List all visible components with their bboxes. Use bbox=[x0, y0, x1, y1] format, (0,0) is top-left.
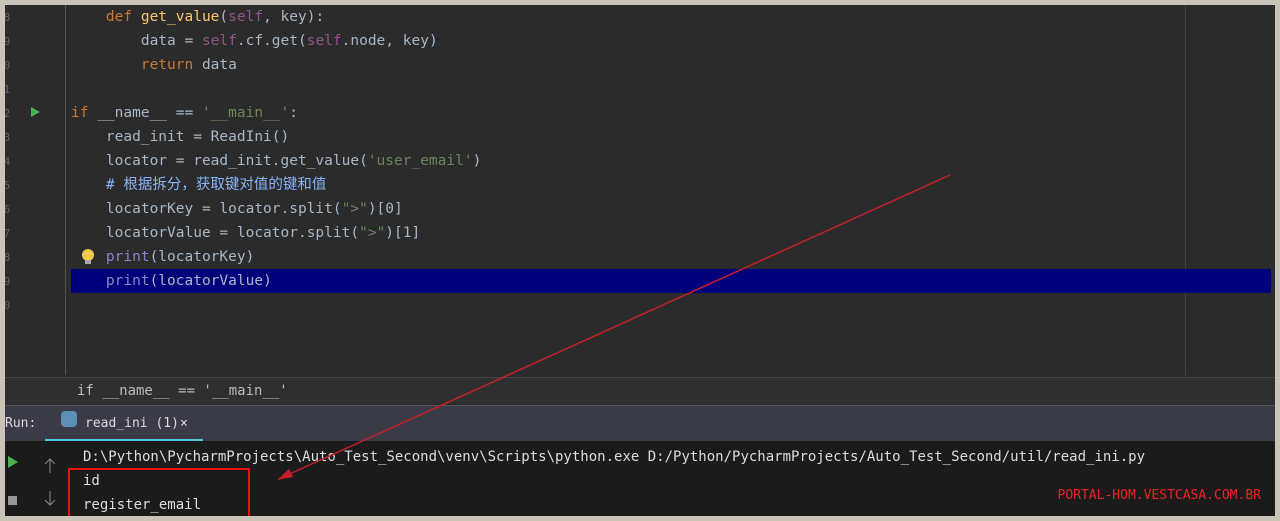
annotation-arrow bbox=[277, 174, 951, 480]
console-output: id bbox=[83, 473, 100, 489]
line-number: 31 bbox=[5, 83, 11, 96]
code-line: locatorKey = locator.split(">")[0] bbox=[71, 197, 1271, 221]
code-token: print bbox=[71, 249, 150, 265]
gutter: 28 29 30 31 32 33 34 35 36 37 38 39 40 bbox=[5, 5, 66, 375]
line-number: 36 bbox=[5, 203, 11, 216]
code-line: return data bbox=[71, 53, 1271, 77]
python-icon bbox=[61, 411, 77, 427]
run-tab[interactable]: read_ini (1) × bbox=[45, 406, 203, 442]
code-token: def bbox=[71, 9, 141, 25]
code-token: data bbox=[201, 57, 237, 73]
up-button[interactable] bbox=[44, 458, 55, 473]
line-number: 32 bbox=[5, 107, 11, 120]
run-toolbar: Run: read_ini (1) × bbox=[5, 405, 1275, 442]
down-button[interactable] bbox=[44, 491, 55, 506]
code-line: print(locatorKey) bbox=[71, 245, 1271, 269]
line-number: 30 bbox=[5, 59, 11, 72]
code-token: ">" bbox=[359, 225, 386, 241]
code-line: data = self.cf.get(self.node, key) bbox=[71, 29, 1271, 53]
code-token: .node, key) bbox=[341, 33, 438, 49]
code-token: (locatorKey) bbox=[149, 249, 255, 265]
console-toolbar bbox=[8, 456, 55, 506]
stop-button[interactable] bbox=[8, 496, 17, 505]
right-margin bbox=[1185, 5, 1186, 375]
code-token: return bbox=[71, 57, 202, 73]
code-line: locator = read_init.get_value('user_emai… bbox=[71, 149, 1271, 173]
code-token: self bbox=[201, 33, 237, 49]
code-token: ) bbox=[472, 153, 482, 169]
code-line: print(locatorValue) bbox=[71, 269, 1271, 293]
code-token: read_init = ReadIni() bbox=[71, 129, 290, 145]
code-token: self bbox=[228, 9, 264, 25]
console: PORTAL-HOM.VESTCASA.COM.BR D:\Python\Pyc… bbox=[5, 441, 1275, 516]
line-number: 29 bbox=[5, 35, 11, 48]
watermark: PORTAL-HOM.VESTCASA.COM.BR bbox=[1057, 488, 1262, 503]
code-line: locatorValue = locator.split(">")[1] bbox=[71, 221, 1271, 245]
code-line: def get_value(self, key): bbox=[71, 5, 1271, 29]
tab-title[interactable]: read_ini (1) bbox=[85, 416, 179, 431]
breadcrumb[interactable]: if __name__ == '__main__' bbox=[77, 383, 288, 399]
line-number: 35 bbox=[5, 179, 11, 192]
code-line: # 根据拆分，获取键对值的键和值 bbox=[71, 173, 1271, 197]
code-token: get_value bbox=[140, 9, 220, 25]
code-token: ( bbox=[219, 9, 229, 25]
code-token: locatorKey = locator.split( bbox=[71, 201, 342, 217]
code-token: if bbox=[71, 105, 98, 121]
line-number: 38 bbox=[5, 251, 11, 264]
line-number: 40 bbox=[5, 299, 11, 312]
run-label: Run: bbox=[5, 416, 37, 431]
code-token: : bbox=[289, 105, 299, 121]
code-token: 'user_email' bbox=[367, 153, 473, 169]
code-token: )[1] bbox=[385, 225, 421, 241]
code-token: print bbox=[71, 273, 150, 289]
console-output: register_email bbox=[83, 497, 202, 513]
tab-close[interactable]: × bbox=[180, 416, 188, 431]
code-line: if __name__ == '__main__': bbox=[71, 101, 1271, 125]
code-token: __name__ == bbox=[97, 105, 202, 121]
code-line: read_init = ReadIni() bbox=[71, 125, 1271, 149]
line-number: 34 bbox=[5, 155, 11, 168]
code-token: (locatorValue) bbox=[149, 273, 272, 289]
ide-window: 28 29 30 31 32 33 34 35 36 37 38 39 40 def get_value… bbox=[5, 5, 1275, 516]
breadcrumb-bar: if __name__ == '__main__' bbox=[5, 377, 1275, 404]
line-number: 37 bbox=[5, 227, 11, 240]
run-gutter-icon[interactable] bbox=[29, 106, 41, 118]
code-token: ">" bbox=[341, 201, 368, 217]
code-token: self bbox=[306, 33, 342, 49]
line-number: 33 bbox=[5, 131, 11, 144]
line-number: 39 bbox=[5, 275, 11, 288]
rerun-button[interactable] bbox=[8, 456, 18, 468]
code-token: locatorValue = locator.split( bbox=[71, 225, 360, 241]
highlight-box bbox=[68, 468, 250, 516]
line-number: 28 bbox=[5, 11, 11, 24]
code-token: '__main__' bbox=[201, 105, 290, 121]
code-token: , key): bbox=[263, 9, 325, 25]
code-token: .cf.get( bbox=[236, 33, 307, 49]
bulb-icon[interactable] bbox=[81, 248, 95, 266]
code-token: locator = read_init.get_value( bbox=[71, 153, 368, 169]
code-token: # 根据拆分，获取键对值的键和值 bbox=[71, 177, 327, 193]
code-token: )[0] bbox=[367, 201, 403, 217]
code-token: data = bbox=[71, 33, 202, 49]
console-output: D:\Python\PycharmProjects\Auto_Test_Seco… bbox=[83, 449, 1146, 465]
